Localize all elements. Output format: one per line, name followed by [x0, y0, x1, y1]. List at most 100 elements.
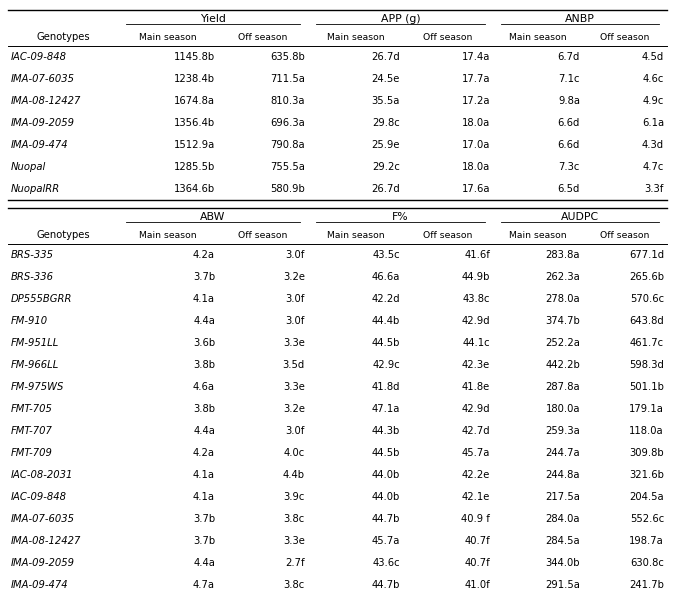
Text: Off season: Off season	[238, 32, 288, 41]
Text: 244.7a: 244.7a	[545, 448, 580, 458]
Text: Genotypes: Genotypes	[36, 32, 90, 42]
Text: 3.0f: 3.0f	[286, 294, 305, 304]
Text: 17.6a: 17.6a	[462, 184, 490, 194]
Text: 1674.8a: 1674.8a	[174, 96, 215, 106]
Text: IAC-09-848: IAC-09-848	[11, 52, 67, 62]
Text: 18.0a: 18.0a	[462, 162, 490, 172]
Text: 598.3d: 598.3d	[629, 360, 664, 370]
Text: 3.8c: 3.8c	[284, 514, 305, 524]
Text: Off season: Off season	[238, 230, 288, 239]
Text: 3.2e: 3.2e	[283, 404, 305, 414]
Text: 40.7f: 40.7f	[464, 558, 490, 568]
Text: 244.8a: 244.8a	[545, 470, 580, 480]
Text: 4.5d: 4.5d	[642, 52, 664, 62]
Text: Nuopal: Nuopal	[11, 162, 47, 172]
Text: 4.3d: 4.3d	[642, 140, 664, 150]
Text: 42.7d: 42.7d	[462, 426, 490, 436]
Text: 3.5d: 3.5d	[283, 360, 305, 370]
Text: 9.8a: 9.8a	[558, 96, 580, 106]
Text: 17.0a: 17.0a	[462, 140, 490, 150]
Text: 1356.4b: 1356.4b	[174, 118, 215, 128]
Text: 180.0a: 180.0a	[545, 404, 580, 414]
Text: 3.7b: 3.7b	[193, 272, 215, 282]
Text: AUDPC: AUDPC	[561, 212, 599, 222]
Text: IMA-09-474: IMA-09-474	[11, 140, 69, 150]
Text: 3.3e: 3.3e	[283, 536, 305, 546]
Text: 580.9b: 580.9b	[270, 184, 305, 194]
Text: 44.0b: 44.0b	[372, 470, 400, 480]
Text: 278.0a: 278.0a	[545, 294, 580, 304]
Text: 442.2b: 442.2b	[545, 360, 580, 370]
Text: 570.6c: 570.6c	[630, 294, 664, 304]
Text: 4.6c: 4.6c	[643, 74, 664, 84]
Text: 41.8d: 41.8d	[371, 382, 400, 392]
Text: 118.0a: 118.0a	[629, 426, 664, 436]
Text: 291.5a: 291.5a	[545, 580, 580, 590]
Text: 44.4b: 44.4b	[372, 316, 400, 326]
Text: 4.1a: 4.1a	[193, 294, 215, 304]
Text: 44.1c: 44.1c	[462, 338, 490, 348]
Text: 344.0b: 344.0b	[545, 558, 580, 568]
Text: 241.7b: 241.7b	[629, 580, 664, 590]
Text: IAC-09-848: IAC-09-848	[11, 492, 67, 502]
Text: IMA-09-2059: IMA-09-2059	[11, 118, 75, 128]
Text: 43.5c: 43.5c	[373, 250, 400, 260]
Text: Genotypes: Genotypes	[36, 230, 90, 240]
Text: IMA-09-474: IMA-09-474	[11, 580, 69, 590]
Text: 3.6b: 3.6b	[193, 338, 215, 348]
Text: 17.2a: 17.2a	[462, 96, 490, 106]
Text: 283.8a: 283.8a	[545, 250, 580, 260]
Text: 43.8c: 43.8c	[462, 294, 490, 304]
Text: 4.0c: 4.0c	[284, 448, 305, 458]
Text: 42.2e: 42.2e	[462, 470, 490, 480]
Text: 40.7f: 40.7f	[464, 536, 490, 546]
Text: 4.7c: 4.7c	[643, 162, 664, 172]
Text: 265.6b: 265.6b	[629, 272, 664, 282]
Text: 3.7b: 3.7b	[193, 514, 215, 524]
Text: IMA-07-6035: IMA-07-6035	[11, 74, 75, 84]
Text: 43.6c: 43.6c	[373, 558, 400, 568]
Text: 18.0a: 18.0a	[462, 118, 490, 128]
Text: 44.7b: 44.7b	[372, 514, 400, 524]
Text: 4.4a: 4.4a	[193, 426, 215, 436]
Text: 677.1d: 677.1d	[629, 250, 664, 260]
Text: 45.7a: 45.7a	[372, 536, 400, 546]
Text: Main season: Main season	[327, 32, 384, 41]
Text: 287.8a: 287.8a	[545, 382, 580, 392]
Text: Main season: Main season	[509, 230, 567, 239]
Text: Off season: Off season	[600, 230, 649, 239]
Text: 44.5b: 44.5b	[372, 338, 400, 348]
Text: 35.5a: 35.5a	[372, 96, 400, 106]
Text: 309.8b: 309.8b	[629, 448, 664, 458]
Text: 374.7b: 374.7b	[545, 316, 580, 326]
Text: 284.5a: 284.5a	[545, 536, 580, 546]
Text: 17.7a: 17.7a	[462, 74, 490, 84]
Text: Main season: Main season	[139, 230, 197, 239]
Text: ANBP: ANBP	[565, 14, 595, 24]
Text: 790.8a: 790.8a	[271, 140, 305, 150]
Text: FM-975WS: FM-975WS	[11, 382, 64, 392]
Text: IMA-08-12427: IMA-08-12427	[11, 536, 82, 546]
Text: 1512.9a: 1512.9a	[173, 140, 215, 150]
Text: FM-910: FM-910	[11, 316, 48, 326]
Text: 217.5a: 217.5a	[545, 492, 580, 502]
Text: 6.7d: 6.7d	[558, 52, 580, 62]
Text: 3.0f: 3.0f	[286, 316, 305, 326]
Text: 41.0f: 41.0f	[464, 580, 490, 590]
Text: ABW: ABW	[200, 212, 225, 222]
Text: IAC-08-2031: IAC-08-2031	[11, 470, 74, 480]
Text: Main season: Main season	[509, 32, 567, 41]
Text: 2.7f: 2.7f	[286, 558, 305, 568]
Text: 7.3c: 7.3c	[559, 162, 580, 172]
Text: BRS-335: BRS-335	[11, 250, 54, 260]
Text: 252.2a: 252.2a	[545, 338, 580, 348]
Text: 41.8e: 41.8e	[462, 382, 490, 392]
Text: APP (g): APP (g)	[381, 14, 421, 24]
Text: IMA-09-2059: IMA-09-2059	[11, 558, 75, 568]
Text: 26.7d: 26.7d	[371, 184, 400, 194]
Text: 1238.4b: 1238.4b	[174, 74, 215, 84]
Text: 6.5d: 6.5d	[558, 184, 580, 194]
Text: 3.9c: 3.9c	[284, 492, 305, 502]
Text: 4.4a: 4.4a	[193, 558, 215, 568]
Text: 1145.8b: 1145.8b	[174, 52, 215, 62]
